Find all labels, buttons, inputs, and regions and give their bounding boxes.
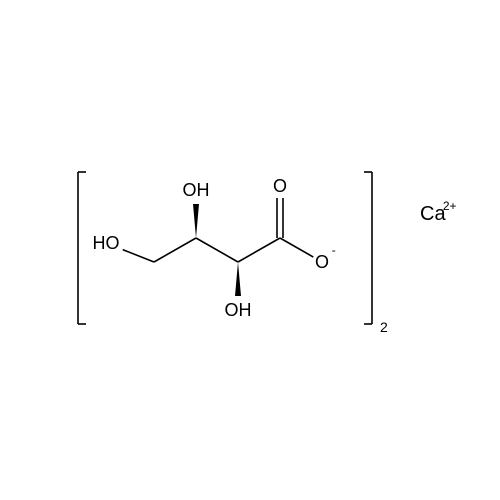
bracket-subscript: 2	[380, 319, 388, 335]
svg-text:O: O	[315, 252, 329, 272]
atom-label: O	[273, 176, 287, 196]
counterion: Ca2+	[420, 199, 457, 225]
svg-text:OH: OH	[225, 300, 252, 320]
bond	[280, 238, 313, 257]
atom-label: O-	[315, 243, 336, 272]
svg-text:OH: OH	[183, 180, 210, 200]
bond	[238, 238, 280, 262]
molecule-svg: HOOHOHOO-2Ca2+	[0, 0, 500, 500]
bond	[154, 238, 196, 262]
svg-text:O: O	[273, 176, 287, 196]
atom-label: HO	[93, 233, 120, 253]
wedge-bond	[235, 262, 241, 296]
wedge-bond	[193, 204, 199, 238]
svg-text:2+: 2+	[443, 199, 457, 213]
svg-text:-: -	[332, 243, 336, 257]
bond	[123, 250, 154, 262]
svg-text:HO: HO	[93, 233, 120, 253]
bond	[196, 238, 238, 262]
atom-label: OH	[183, 180, 210, 200]
atom-label: OH	[225, 300, 252, 320]
